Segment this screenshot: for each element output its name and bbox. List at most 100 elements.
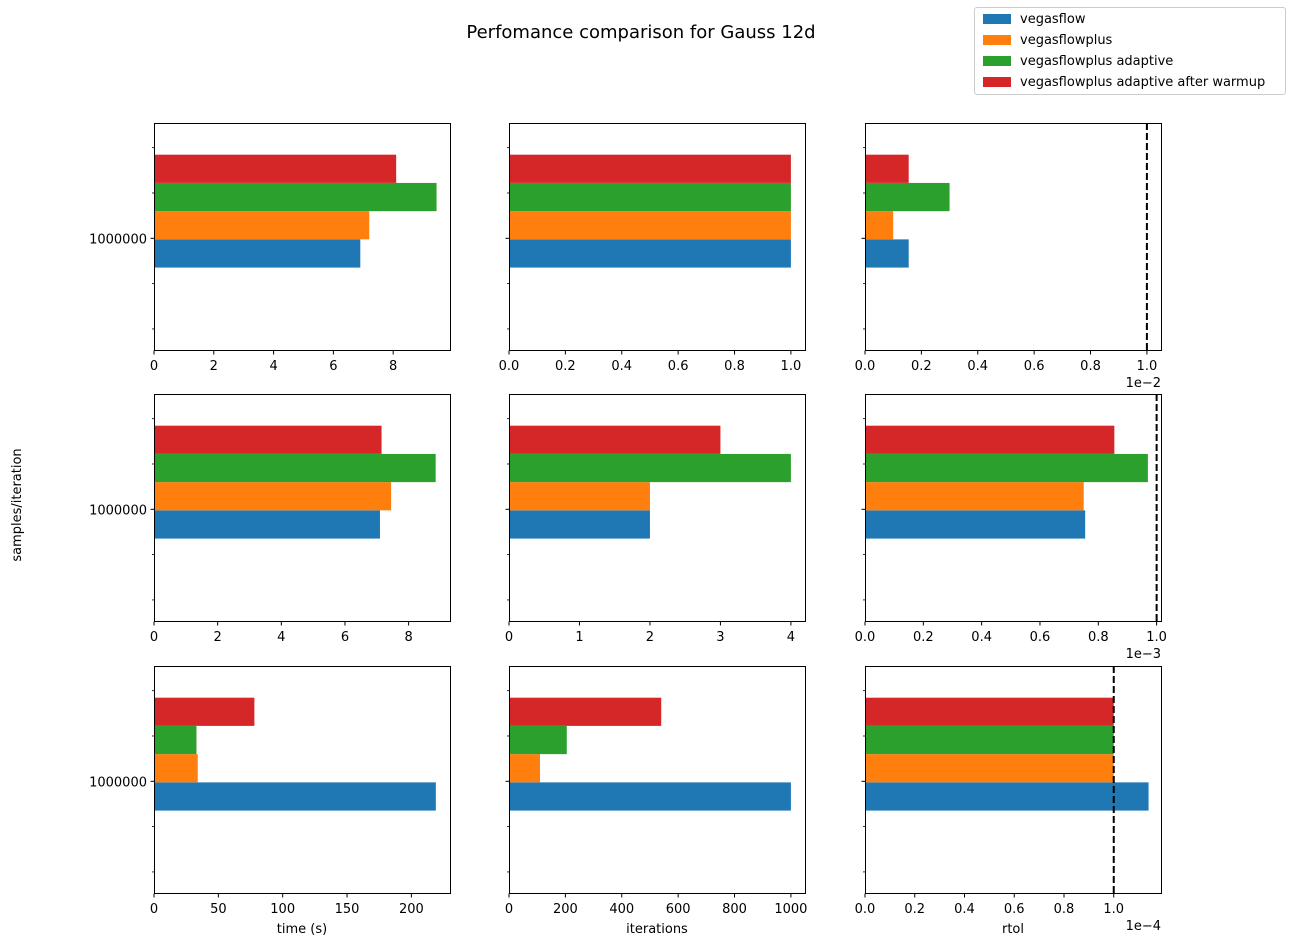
x-tick-label: 4 bbox=[787, 630, 795, 645]
bar bbox=[865, 453, 1148, 483]
x-tick-label: 0.4 bbox=[967, 359, 988, 374]
x-tick-label: 0.6 bbox=[1004, 902, 1025, 917]
x-tick-label: 0.2 bbox=[904, 902, 925, 917]
subplot: 1000000 0 2 4 6 8 bbox=[89, 123, 451, 374]
x-tick-label: 100 bbox=[270, 902, 295, 917]
x-tick-label: 0.8 bbox=[1088, 630, 1109, 645]
legend-label: vegasflowplus adaptive after warmup bbox=[1020, 74, 1266, 90]
x-tick-label: 0.2 bbox=[911, 359, 932, 374]
bar bbox=[509, 453, 791, 483]
row-axis-label: samples/iteration bbox=[10, 448, 25, 561]
bar bbox=[509, 725, 567, 755]
x-tick-label: 3 bbox=[716, 630, 724, 645]
bar bbox=[865, 782, 1149, 811]
subplot: 0 1 2 3 4 bbox=[505, 394, 806, 645]
x-tick-label: 2 bbox=[214, 630, 222, 645]
x-tick-label: 2 bbox=[646, 630, 654, 645]
figure-title: Perfomance comparison for Gauss 12d bbox=[466, 22, 815, 43]
bar bbox=[154, 425, 382, 454]
bar bbox=[509, 754, 541, 783]
y-tick-label: 1000000 bbox=[89, 232, 147, 247]
bar bbox=[865, 425, 1115, 454]
x-tick-label: 0 bbox=[505, 630, 513, 645]
bar bbox=[509, 482, 650, 511]
legend-label: vegasflowplus adaptive bbox=[1020, 53, 1174, 69]
bar bbox=[865, 725, 1114, 755]
x-tick-label: 0.0 bbox=[855, 902, 876, 917]
subplot: 0.0 0.2 0.4 0.6 0.8 1.0 bbox=[499, 123, 806, 374]
bar bbox=[154, 782, 436, 811]
x-tick-label: 1000 bbox=[774, 902, 807, 917]
x-tick-label: 0.0 bbox=[855, 359, 876, 374]
bar bbox=[154, 725, 197, 755]
subplot: 0.0 0.2 0.4 0.6 0.8 1.01e−4 rtol bbox=[855, 666, 1162, 937]
bar bbox=[154, 754, 198, 783]
subplot: 0.0 0.2 0.4 0.6 0.8 1.0 1e−3 bbox=[855, 394, 1167, 662]
x-tick-label: 0.6 bbox=[1024, 359, 1045, 374]
bar bbox=[509, 211, 791, 240]
bar bbox=[509, 782, 791, 811]
x-tick-label: 200 bbox=[399, 902, 424, 917]
x-tick-label: 600 bbox=[666, 902, 691, 917]
legend-swatch bbox=[983, 56, 1011, 66]
bar bbox=[154, 239, 361, 268]
legend-item: vegasflowplus adaptive after warmup bbox=[983, 72, 1265, 92]
x-tick-label: 6 bbox=[341, 630, 349, 645]
bar bbox=[509, 239, 791, 268]
axes-frame bbox=[509, 123, 806, 351]
bar bbox=[154, 697, 255, 726]
x-tick-label: 0 bbox=[505, 902, 513, 917]
x-tick-label: 4 bbox=[269, 359, 277, 374]
legend-label: vegasflow bbox=[1020, 11, 1086, 27]
bar bbox=[154, 482, 392, 511]
legend-label: vegasflowplus bbox=[1020, 32, 1113, 48]
axis-offset-text: 1e−4 bbox=[1126, 919, 1161, 934]
x-tick-label: 1.0 bbox=[781, 359, 802, 374]
x-tick-label: 8 bbox=[389, 359, 397, 374]
bar bbox=[154, 453, 436, 483]
x-tick-label: 0.8 bbox=[1054, 902, 1075, 917]
x-tick-label: 1.0 bbox=[1137, 359, 1158, 374]
legend-swatch bbox=[983, 14, 1011, 24]
legend-swatch bbox=[983, 35, 1011, 45]
bar bbox=[865, 482, 1084, 511]
x-tick-label: 1.0 bbox=[1146, 630, 1167, 645]
x-tick-label: 0.4 bbox=[954, 902, 975, 917]
x-tick-label: 0.4 bbox=[611, 359, 632, 374]
legend-item: vegasflowplus adaptive bbox=[983, 51, 1173, 71]
bar bbox=[509, 697, 662, 726]
bar bbox=[865, 239, 909, 268]
bar bbox=[865, 754, 1114, 783]
x-tick-label: 0.4 bbox=[971, 630, 992, 645]
x-tick-label: 1.0 bbox=[1103, 902, 1124, 917]
x-tick-label: 0.0 bbox=[499, 359, 520, 374]
bar bbox=[509, 425, 721, 454]
bar bbox=[154, 182, 437, 212]
bar bbox=[865, 510, 1086, 539]
x-tick-label: 400 bbox=[609, 902, 634, 917]
x-tick-label: 0 bbox=[150, 630, 158, 645]
axes-frame bbox=[865, 123, 1162, 351]
x-tick-label: 0.0 bbox=[855, 630, 876, 645]
x-tick-label: 0.6 bbox=[1030, 630, 1051, 645]
axes-frame bbox=[154, 666, 451, 894]
x-tick-label: 0 bbox=[150, 359, 158, 374]
subplot: 1000000 0 2 4 6 8 bbox=[89, 394, 451, 645]
axis-offset-text: 1e−3 bbox=[1126, 647, 1161, 662]
axes-frame bbox=[509, 394, 806, 622]
y-tick-label: 1000000 bbox=[89, 503, 147, 518]
legend-item: vegasflowplus bbox=[983, 30, 1112, 50]
bar bbox=[509, 154, 791, 183]
x-tick-label: 1 bbox=[575, 630, 583, 645]
axes-frame bbox=[154, 394, 451, 622]
chart-legend: vegasflow vegasflowplus vegasflowplus ad… bbox=[974, 7, 1286, 95]
x-tick-label: 6 bbox=[329, 359, 337, 374]
subplot: 1000000 0 50 100 150 200 time (s) bbox=[89, 666, 451, 937]
y-tick-label: 1000000 bbox=[89, 775, 147, 790]
bar bbox=[154, 510, 380, 539]
bar bbox=[509, 510, 650, 539]
axes-frame bbox=[865, 666, 1162, 894]
subplot: 0.0 0.2 0.4 0.6 0.8 1.0 1e−2 bbox=[855, 123, 1162, 391]
